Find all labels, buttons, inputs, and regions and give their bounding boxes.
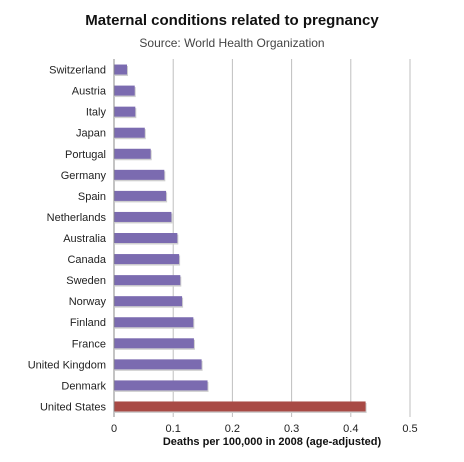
bar <box>114 211 172 222</box>
category-label: Netherlands <box>47 212 107 224</box>
bar <box>114 106 136 117</box>
bar <box>114 148 151 159</box>
category-label: Norway <box>69 296 107 308</box>
category-label: Portugal <box>65 149 106 161</box>
bar <box>114 64 128 75</box>
category-label: United States <box>40 401 107 413</box>
category-label: France <box>72 338 106 350</box>
category-label: Japan <box>76 128 106 140</box>
x-axis-label: Deaths per 100,000 in 2008 (age-adjusted… <box>163 436 382 448</box>
category-label: Finland <box>70 317 106 329</box>
bar <box>114 169 165 180</box>
category-label: United Kingdom <box>28 359 106 371</box>
bar <box>114 275 181 286</box>
category-label: Sweden <box>66 275 106 287</box>
bar <box>114 317 194 328</box>
bar <box>114 359 202 370</box>
category-label: Switzerland <box>49 65 106 77</box>
x-tick-label: 0 <box>111 423 117 435</box>
bar <box>114 296 183 307</box>
bar <box>114 127 145 138</box>
bar <box>114 338 194 349</box>
category-label: Canada <box>67 254 106 266</box>
category-label: Spain <box>78 191 106 203</box>
category-label: Austria <box>72 86 107 98</box>
x-tick-label: 0.2 <box>225 423 240 435</box>
bar <box>114 190 167 201</box>
bar <box>114 233 178 243</box>
category-label: Australia <box>63 233 107 245</box>
x-tick-label: 0.5 <box>402 423 417 435</box>
category-label: Denmark <box>61 380 106 392</box>
bar <box>114 254 180 265</box>
bar <box>114 85 135 96</box>
x-tick-label: 0.1 <box>166 423 181 435</box>
chart-subtitle: Source: World Health Organization <box>139 36 325 50</box>
x-tick-label: 0.3 <box>284 423 299 435</box>
chart-title: Maternal conditions related to pregnancy <box>85 12 379 29</box>
bar <box>114 380 208 391</box>
x-tick-label: 0.4 <box>343 423 358 435</box>
category-label: Germany <box>61 170 107 182</box>
category-label: Italy <box>86 107 107 119</box>
bar <box>114 401 366 412</box>
